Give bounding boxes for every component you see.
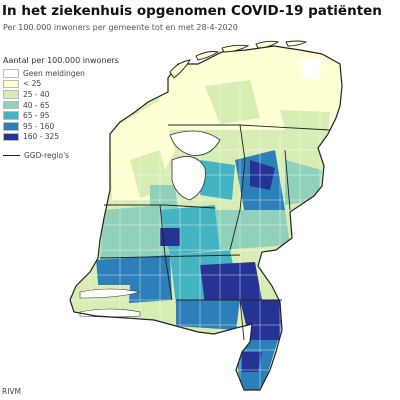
island-terschelling: [221, 44, 250, 53]
map-subtitle: Per 100.000 inwoners per gemeente tot en…: [3, 23, 238, 32]
legend-item-geen: Geen meldingen: [3, 68, 85, 79]
ijsselmeer-water: [169, 130, 221, 156]
municipality-patch-drenthe: [280, 110, 330, 150]
wadden-islands: [169, 40, 308, 79]
island-vlieland: [195, 51, 220, 61]
markermeer-water: [171, 156, 206, 201]
legend-label: Geen meldingen: [23, 68, 85, 78]
legend-item-lt25: < 25: [3, 79, 85, 90]
municipality-patch-zuid-holland: [100, 205, 170, 260]
municipality-patch-brabant-south: [176, 300, 240, 330]
legend-title: Aantal per 100.000 inwoners: [3, 56, 119, 65]
legend-item-25-40: 25 - 40: [3, 89, 85, 100]
municipality-patch-limburg-north: [240, 300, 282, 342]
legend-label: 160 - 325: [23, 132, 60, 142]
municipality-patch-utrecht-high: [160, 228, 180, 246]
legend-swatch: [3, 100, 19, 110]
municipality-patch-gelderland: [215, 210, 290, 250]
legend-item-160-325: 160 - 325: [3, 132, 85, 143]
legend-item-40-65: 40 - 65: [3, 100, 85, 111]
legend-swatch: [3, 69, 19, 78]
island-texel: [169, 59, 191, 79]
municipality-patch-limburg-high: [242, 352, 262, 372]
legend-swatch: [3, 111, 19, 120]
oosterschelde-water: [79, 288, 141, 299]
legend-label: < 25: [23, 79, 42, 89]
legend-label: 40 - 65: [23, 100, 50, 110]
border-line-swatch: [3, 155, 20, 156]
legend-item-65-95: 65 - 95: [3, 110, 85, 121]
island-schiermonnikoog: [285, 40, 308, 47]
municipality-patch-friesland: [205, 80, 260, 124]
legend: Geen meldingen < 25 25 - 40 40 - 65 65 -…: [3, 68, 85, 142]
municipality-patch-flevoland: [200, 160, 235, 200]
municipality-layer: [70, 46, 342, 390]
legend-swatch: [3, 90, 19, 99]
source-label: RIVM: [2, 387, 22, 396]
legend-swatch: [3, 121, 19, 131]
map-title: In het ziekenhuis opgenomen COVID-19 pat…: [2, 3, 382, 19]
municipality-patch-twente: [285, 160, 322, 205]
legend-border-label: GGD-regio's: [24, 151, 70, 160]
legend-label: 65 - 95: [23, 111, 50, 121]
legend-label: 25 - 40: [23, 89, 50, 99]
legend-border-key: GGD-regio's: [3, 151, 69, 160]
legend-item-95-160: 95 - 160: [3, 121, 85, 132]
legend-swatch: [3, 132, 19, 142]
municipality-patch-brabant-high: [200, 262, 262, 305]
ggd-region-borders: [99, 124, 331, 341]
municipality-patch-no-data: [300, 58, 322, 80]
island-ameland: [255, 40, 280, 49]
westerschelde-water: [79, 308, 141, 318]
legend-label: 95 - 160: [23, 121, 55, 131]
municipality-patch-amsterdam: [150, 185, 178, 210]
legend-swatch: [3, 79, 19, 89]
